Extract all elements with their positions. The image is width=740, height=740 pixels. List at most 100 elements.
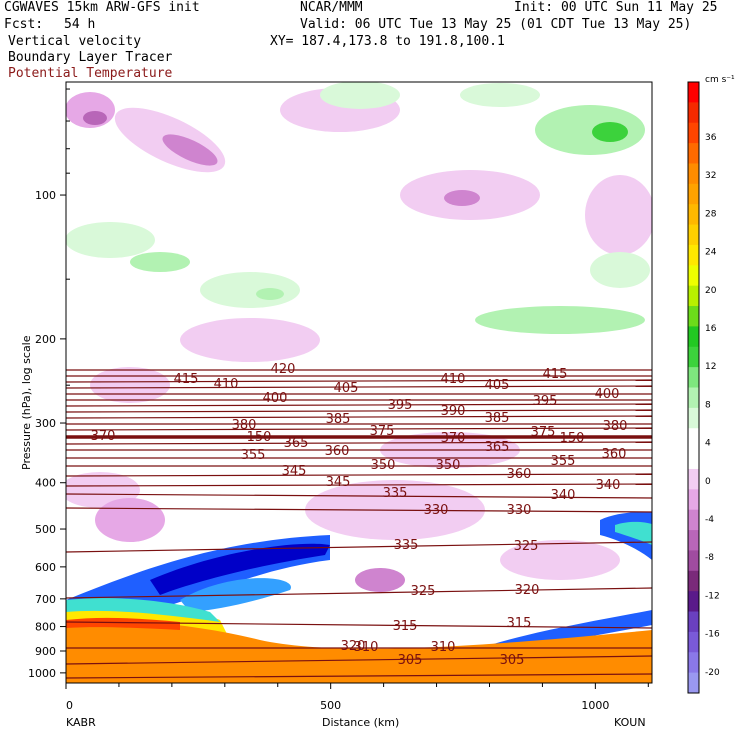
colorbar-tick-label: -16 — [705, 630, 720, 640]
colorbar-swatch — [688, 183, 699, 205]
colorbar-swatch — [688, 122, 699, 144]
theta-contour-label: 305 — [398, 653, 423, 668]
theta-contour-label: 340 — [551, 488, 576, 503]
colorbar-swatch — [688, 326, 699, 348]
colorbar-swatch — [688, 672, 699, 694]
theta-contour-label: 310 — [431, 640, 456, 655]
plot-fill: 420 415 410 405 410 405 415 400 400 395 390 385 395 3… — [66, 82, 652, 683]
y-tick-label: 500 — [35, 523, 56, 536]
theta-contour-label: 335 — [394, 538, 419, 553]
y-tick-label: 900 — [35, 645, 56, 658]
colorbar-swatch — [688, 143, 699, 164]
theta-contour-label: 330 — [424, 503, 449, 518]
theta-contour-label: 345 — [282, 464, 307, 479]
x-axis: 0 500 1000 — [65, 683, 649, 712]
theta-contour-label: 380 — [603, 419, 628, 434]
theta-contour-label: 375 — [370, 424, 395, 439]
theta-contour-label: 360 — [325, 444, 350, 459]
forecast-hours: 54 h — [64, 17, 96, 32]
theta-contour-label: 365 — [485, 440, 510, 455]
init-time: Init: 00 UTC Sun 11 May 25 — [514, 0, 718, 15]
colorbar-swatch — [688, 407, 699, 429]
theta-contour-label: 375 — [531, 425, 556, 440]
org-label: NCAR/MMM — [300, 0, 363, 15]
colorbar-swatch — [688, 367, 699, 388]
theta-contour-label: 380 — [232, 418, 257, 433]
colorbar-tick-label: 36 — [705, 133, 717, 143]
x-tick-label: 500 — [320, 699, 341, 712]
theta-contour-label: 385 — [326, 412, 351, 427]
forecast-label: Fcst: — [4, 17, 44, 32]
theta-contour-label: 315 — [393, 619, 418, 634]
x-tick-label: 0 — [66, 699, 73, 712]
colorbar-swatch — [688, 652, 699, 674]
theta-contour-label: 390 — [441, 404, 466, 419]
theta-contour-label: 335 — [383, 486, 408, 501]
theta-contour-label: 330 — [507, 503, 532, 518]
cross-section-xy: XY= 187.4,173.8 to 191.8,100.1 — [270, 34, 505, 49]
model-title: CGWAVES 15km ARW-GFS init — [4, 0, 200, 15]
theta-contour-label: 410 — [214, 377, 239, 392]
theta-contour-label: 410 — [441, 372, 466, 387]
theta-contour-label: 385 — [485, 411, 510, 426]
theta-contour-label: 420 — [271, 362, 296, 377]
theta-contour-label: 305 — [500, 653, 525, 668]
theta-contour-label: 355 — [241, 448, 266, 463]
field-vertical-velocity: Vertical velocity — [8, 34, 142, 49]
y-tick-label: 400 — [35, 477, 56, 490]
theta-contour-label: 350 — [371, 458, 396, 473]
colorbar-tick-label: -8 — [705, 553, 714, 563]
start-station-label: KABR — [66, 716, 96, 729]
theta-contour-label: 350 — [436, 458, 461, 473]
theta-contour-label: 345 — [326, 475, 351, 490]
colorbar-tick-label: -4 — [705, 515, 714, 525]
colorbar-swatch — [688, 346, 699, 368]
theta-contour-label: 150 — [560, 431, 585, 446]
colorbar-swatch — [688, 631, 699, 653]
theta-contour-label: 400 — [263, 391, 288, 406]
theta-contour-label: 355 — [551, 454, 576, 469]
theta-contour-label: 360 — [507, 467, 532, 482]
theta-contour-label: 365 — [284, 436, 309, 451]
colorbar-tick-label: -12 — [705, 591, 720, 601]
colorbar-tick-label: 8 — [705, 400, 711, 410]
colorbar-swatch — [688, 387, 699, 409]
vertical-velocity-contours — [66, 82, 652, 592]
theta-contour-label: 325 — [411, 584, 436, 599]
colorbar-swatch — [688, 224, 699, 246]
x-tick-label: 1000 — [581, 699, 609, 712]
theta-contour-label: 325 — [514, 539, 539, 554]
y-tick-label: 800 — [35, 621, 56, 634]
theta-label-group: 420 415 410 405 410 405 415 400 400 395 390 385 395 3… — [91, 362, 628, 668]
colorbar-tick-label: 16 — [705, 324, 717, 334]
theta-contour-label: 400 — [595, 387, 620, 402]
colorbar-swatch — [688, 204, 699, 226]
theta-contour-label: 415 — [174, 372, 199, 387]
colorbar-swatch — [688, 306, 699, 327]
colorbar-swatch — [688, 611, 699, 633]
theta-contour-label: 320 — [341, 639, 366, 654]
colorbar-tick-label: 4 — [705, 439, 711, 449]
theta-contour-label: 370 — [91, 429, 116, 444]
plot-frame — [65, 81, 653, 684]
theta-contour-label: 405 — [334, 381, 359, 396]
y-tick-label: 100 — [35, 189, 56, 202]
colorbar-swatch — [688, 163, 699, 185]
colorbar-swatch — [688, 285, 699, 307]
theta-contour-label: 315 — [507, 616, 532, 631]
y-axis-label: Pressure (hPa), log scale — [20, 335, 33, 470]
field-boundary-layer-tracer: Boundary Layer Tracer — [8, 50, 173, 65]
y-tick-label: 600 — [35, 561, 56, 574]
colorbar-swatch — [688, 509, 699, 531]
colorbar-swatch — [688, 570, 699, 592]
theta-contour-label: 370 — [441, 431, 466, 446]
colorbar-swatch — [688, 428, 699, 450]
colorbar-swatch — [688, 550, 699, 572]
y-tick-label: 700 — [35, 593, 56, 606]
colorbar-swatch — [688, 82, 699, 103]
colorbar-tick-label: 0 — [705, 477, 711, 487]
valid-time: Valid: 06 UTC Tue 13 May 25 (01 CDT Tue … — [300, 17, 692, 32]
colorbar-swatch — [688, 530, 699, 551]
colorbar-swatch — [688, 489, 699, 511]
colorbar-tick-label: 20 — [705, 286, 717, 296]
